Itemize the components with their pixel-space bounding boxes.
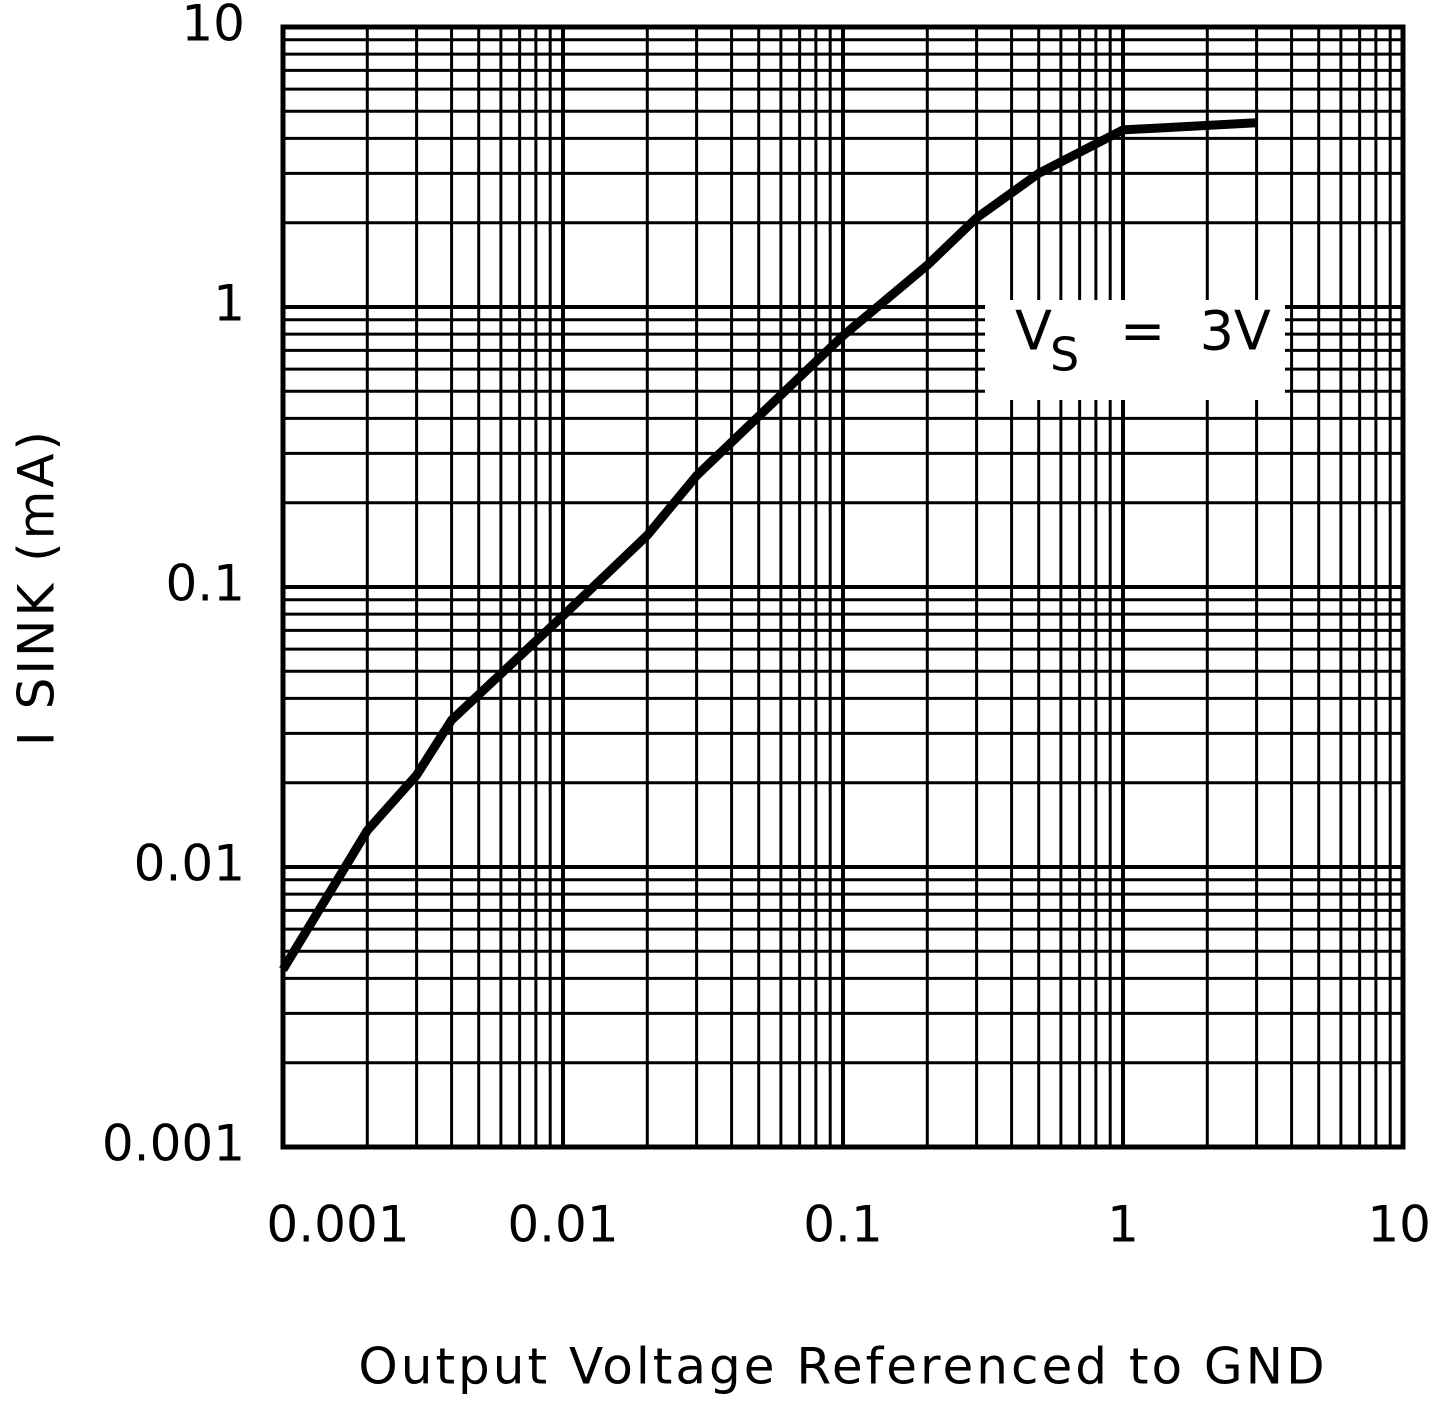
annotation-main: V <box>1015 300 1052 363</box>
annotation-box: V S = 3V <box>985 300 1285 400</box>
y-tick-label: 10 <box>181 0 245 53</box>
x-tick-label: 1 <box>1107 1196 1139 1254</box>
annotation-sub: S <box>1050 328 1079 382</box>
grid <box>281 25 1405 1149</box>
annotation-background <box>985 300 1285 400</box>
x-tick-label: 0.1 <box>803 1196 883 1254</box>
x-tick-label: 10 <box>1367 1196 1431 1254</box>
y-tick-label: 0.1 <box>165 555 245 613</box>
y-tick-label: 0.001 <box>102 1115 245 1173</box>
data-line <box>279 118 1257 972</box>
y-axis-label: I SINK (mA) <box>8 428 66 746</box>
y-tick-label: 0.01 <box>134 835 245 893</box>
y-tick-label: 1 <box>213 275 245 333</box>
labels: 0.001 0.01 0.1 1 10 0.001 0.01 0.1 1 10 <box>102 0 1431 1254</box>
marks <box>279 118 1257 972</box>
x-tick-label: 0.01 <box>507 1196 618 1254</box>
annotation-rest: = 3V <box>1120 300 1271 363</box>
x-axis-label: Output Voltage Referenced to GND <box>358 1338 1327 1396</box>
plot-frame <box>280 24 1406 1150</box>
x-tick-label: 0.001 <box>266 1196 409 1254</box>
